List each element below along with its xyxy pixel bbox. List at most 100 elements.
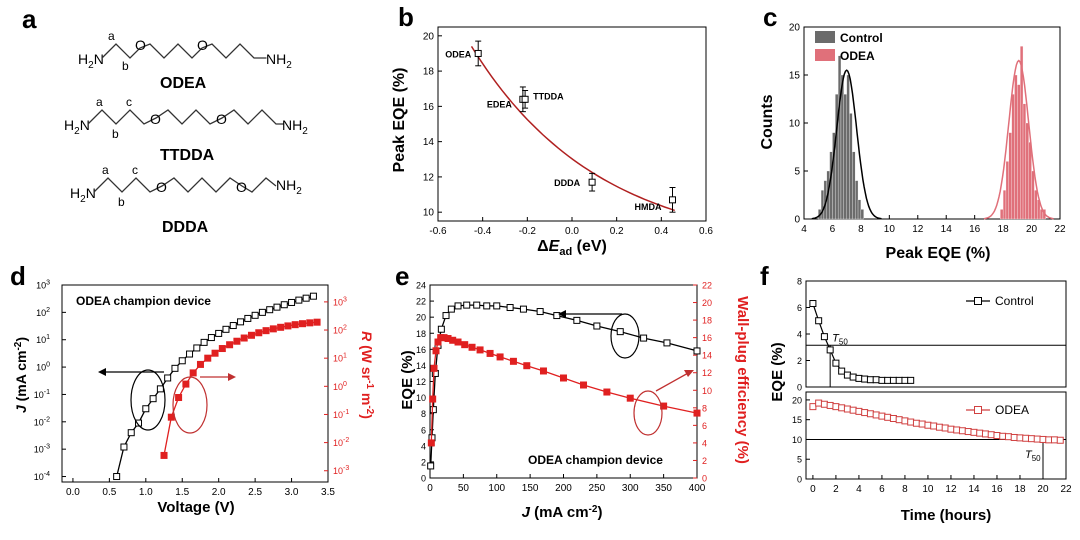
- e-x-tick-label: 0: [427, 483, 433, 494]
- chain-bonds: [93, 177, 277, 193]
- e-point-eqe: [640, 334, 648, 342]
- f-odea-point: [964, 428, 972, 436]
- f-control-point: [907, 376, 915, 384]
- d-x-tick-label: 1.5: [175, 487, 189, 498]
- b-x-tick-label: -0.2: [519, 226, 537, 237]
- b-point-label: HMDA: [635, 202, 662, 212]
- e-ellipse-eqe: [610, 313, 640, 359]
- f-odea-point: [1056, 436, 1064, 444]
- c-bar-odea: [1008, 132, 1012, 220]
- e-right-y-tick-label: 2: [702, 456, 707, 466]
- d-left-y-tick-label: 103: [36, 280, 50, 291]
- e-point-wpe: [430, 364, 438, 372]
- f-odea-point: [935, 423, 943, 431]
- b-y-tick-label: 20: [423, 31, 435, 42]
- oxygen-1: O: [135, 37, 146, 53]
- d-ellipse-r: [172, 376, 208, 434]
- d-point-r: [233, 337, 241, 345]
- b-y-tick-label: 10: [423, 208, 435, 219]
- e-point-eqe: [437, 325, 445, 333]
- f-x-tick-label: 12: [945, 484, 957, 495]
- f-control-point: [884, 376, 892, 384]
- f-odea-point: [999, 432, 1007, 440]
- e-point-eqe: [506, 304, 514, 312]
- f-control-legend-marker: [974, 297, 982, 305]
- carbon-label-a: a: [108, 29, 115, 43]
- f-control-legend-label: Control: [995, 294, 1034, 308]
- d-point-r: [247, 331, 255, 339]
- f-odea-point: [1039, 435, 1047, 443]
- e-left-y-tick-label: 12: [416, 377, 426, 387]
- oxygen-1: O: [150, 111, 161, 127]
- e-point-wpe: [486, 349, 494, 357]
- d-x-tick-label: 0.0: [66, 487, 80, 498]
- carbon-label-a: a: [96, 95, 103, 109]
- d-right-y-tick-label: 103: [333, 296, 347, 307]
- f-odea-point: [849, 406, 857, 414]
- f-odea-point: [1022, 434, 1030, 442]
- f-odea-point: [809, 403, 817, 411]
- f-x-tick-label: 20: [1037, 484, 1049, 495]
- f-odea-point: [1045, 436, 1053, 444]
- f-control-point: [861, 375, 869, 383]
- d-point-r: [189, 369, 197, 377]
- e-point-eqe: [593, 322, 601, 330]
- f-odea-point: [815, 399, 823, 407]
- e-point-eqe: [473, 301, 481, 309]
- c-bar-control: [855, 180, 859, 220]
- e-left-y-tick-label: 24: [416, 281, 426, 291]
- panel-label-a: a: [22, 4, 37, 34]
- left-amine: H2N: [78, 51, 104, 71]
- c-y-tick-label: 20: [789, 23, 801, 34]
- d-point-j: [244, 314, 252, 322]
- f-x-tick-label: 18: [1014, 484, 1026, 495]
- d-point-r: [306, 319, 314, 327]
- e-left-y-tick-label: 22: [416, 297, 426, 307]
- carbon-label-c: c: [126, 95, 132, 109]
- d-point-j: [295, 296, 303, 304]
- d-point-j: [127, 429, 135, 437]
- d-point-j: [200, 338, 208, 346]
- e-point-wpe: [539, 367, 547, 375]
- d-ellipse-j: [130, 369, 166, 431]
- f-odea-point: [1033, 435, 1041, 443]
- f-control-point: [826, 346, 834, 354]
- d-point-j: [171, 364, 179, 372]
- e-line-eqe: [430, 304, 698, 466]
- d-point-j: [120, 443, 128, 451]
- panel-label-d: d: [10, 261, 26, 291]
- chart-d: 0.0 0.5 1.0 1.5 2.0 2.5 3.0 3.5 10-4 10-3 10-2 10-1…: [34, 280, 350, 499]
- f-control-point: [849, 373, 857, 381]
- f-odea-point: [941, 424, 949, 432]
- c-bar-odea: [1034, 190, 1038, 220]
- b-point-label: TTDDA: [533, 91, 564, 101]
- c-y-tick-label: 5: [794, 167, 800, 178]
- d-point-j: [222, 325, 230, 333]
- f-odea-point: [1016, 434, 1024, 442]
- f-odea-point: [861, 409, 869, 417]
- f-control-y-tick-label: 8: [797, 277, 802, 287]
- d-right-y-tick-label: 10-1: [333, 409, 349, 420]
- e-arrowhead-wpe: [684, 370, 694, 377]
- c-y-tick-label: 0: [794, 215, 800, 226]
- right-amine: NH2: [282, 117, 308, 137]
- d-left-y-tick-label: 102: [36, 307, 50, 318]
- e-right-y-tick-label: 12: [702, 368, 712, 378]
- d-x-tick-label: 0.5: [102, 487, 116, 498]
- left-amine: H2N: [64, 117, 90, 137]
- f-x-tick-label: 0: [810, 484, 816, 495]
- f-odea-y-tick-label: 10: [792, 435, 802, 445]
- d-line-r: [163, 321, 318, 456]
- e-ellipse-wpe: [633, 390, 663, 436]
- d-line-j: [116, 295, 314, 477]
- c-x-tick-label: 8: [858, 224, 864, 235]
- e-right-y-tick-label: 22: [702, 281, 712, 291]
- f-odea-point: [1027, 435, 1035, 443]
- f-odea-legend-marker: [974, 406, 982, 414]
- e-right-y-tick-label: 8: [702, 403, 707, 413]
- c-x-tick-label: 10: [884, 224, 896, 235]
- b-point-label: DDDA: [554, 178, 580, 188]
- b-fit-curve: [470, 46, 675, 212]
- e-point-eqe: [429, 406, 437, 414]
- d-point-j: [266, 306, 274, 314]
